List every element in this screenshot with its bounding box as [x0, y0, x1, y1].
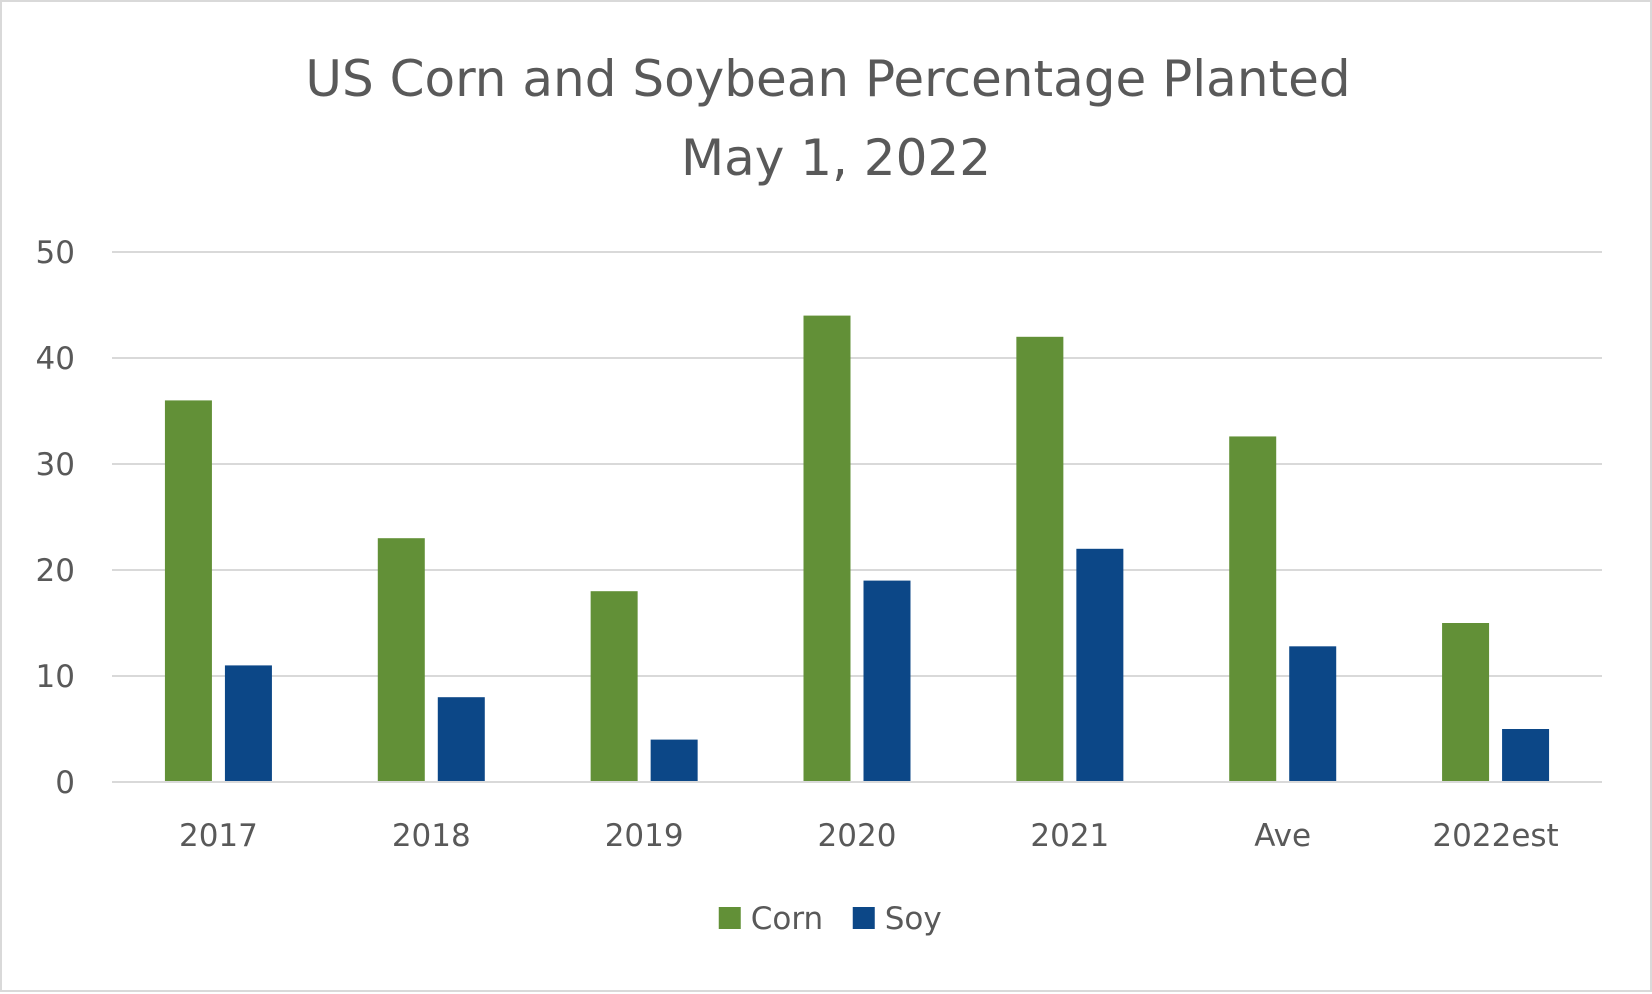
gridlines [112, 251, 1602, 783]
legend-label-soy: Soy [885, 901, 942, 937]
x-tick-label: 2020 [818, 818, 897, 854]
bars [164, 315, 1550, 782]
bar-corn-2020 [803, 315, 851, 782]
bar-corn-2022est [1442, 623, 1490, 782]
y-tick-label: 30 [36, 447, 75, 483]
x-tick-label: 2021 [1030, 818, 1109, 854]
y-tick-label: 50 [36, 235, 75, 271]
x-tick-label: 2017 [179, 818, 258, 854]
bar-soy-2018 [437, 697, 485, 782]
x-tick-label: 2018 [392, 818, 471, 854]
bar-corn-2018 [377, 538, 425, 782]
legend-label-corn: Corn [751, 901, 823, 937]
x-tick-label: 2022est [1432, 818, 1558, 854]
x-tick-label: Ave [1254, 818, 1311, 854]
legend-swatch-soy [852, 907, 875, 929]
bar-soy-2022est [1502, 729, 1550, 782]
axis-labels: 0 10 20 30 40 50 2017 2018 2019 2020 2021 Ave 2022es… [36, 235, 1602, 854]
bar-soy-2021 [1076, 548, 1124, 782]
chart-subtitle: May 1, 2022 [681, 129, 991, 187]
legend-swatch-corn [718, 907, 741, 929]
bar-corn-2019 [590, 591, 638, 782]
y-tick-label: 10 [36, 659, 75, 695]
bar-soy-ave [1289, 646, 1337, 782]
bar-soy-2019 [650, 739, 698, 782]
bar-corn-ave [1229, 436, 1277, 782]
y-tick-label: 40 [36, 341, 75, 377]
y-tick-label: 20 [36, 553, 75, 589]
chart-title: US Corn and Soybean Percentage Planted [305, 50, 1350, 108]
legend: Corn Soy [718, 901, 942, 937]
y-tick-label: 0 [55, 765, 75, 801]
bar-corn-2021 [1016, 336, 1064, 782]
bar-soy-2017 [224, 665, 272, 782]
x-tick-label: 2019 [605, 818, 684, 854]
bar-soy-2020 [863, 580, 911, 782]
bar-corn-2017 [164, 400, 212, 782]
